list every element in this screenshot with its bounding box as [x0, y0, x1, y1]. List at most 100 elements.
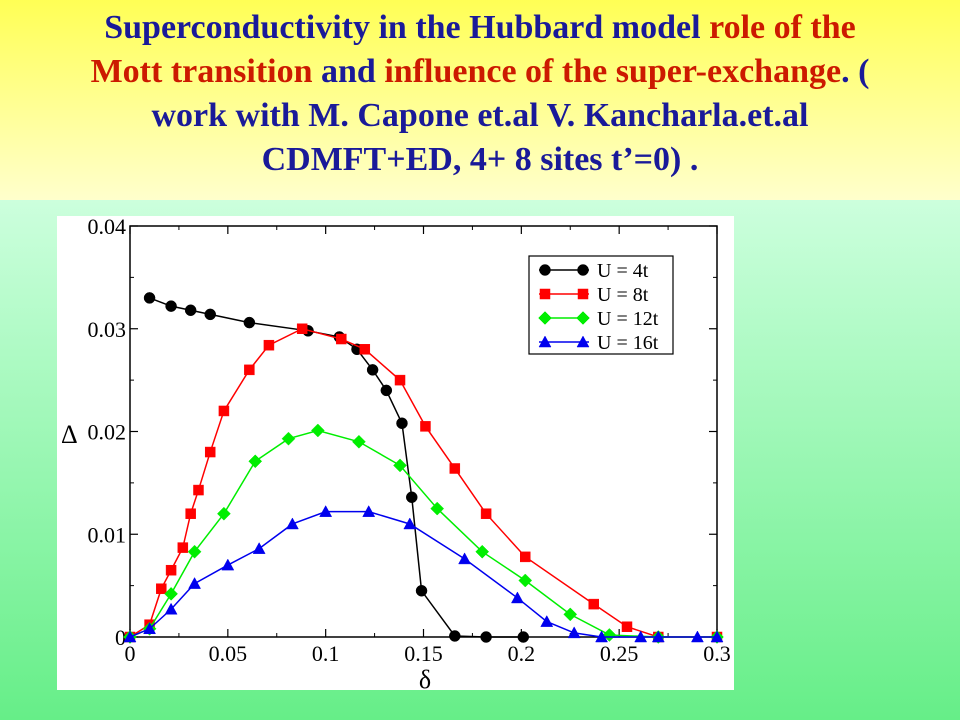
title-segment: . (: [841, 53, 870, 90]
series-layer: [123, 292, 724, 644]
x-tick-label: 0.15: [404, 641, 443, 666]
data-point: [595, 630, 608, 643]
data-point: [540, 615, 554, 627]
data-point: [563, 607, 578, 622]
legend-label: U = 8t: [597, 284, 649, 306]
y-axis-label: Δ: [61, 420, 78, 449]
plot-panel: 0 0.05 0.1 0.15 0.2 0.25 0.3 0 0.01 0.02 0.03 0.04…: [57, 216, 734, 690]
legend-entry: U = 16t: [538, 332, 659, 354]
y-tick-label: 0: [115, 625, 126, 650]
data-point: [143, 622, 156, 635]
data-point: [394, 374, 406, 386]
x-tick-label: 0.2: [508, 641, 536, 666]
slide-title: Superconductivity in the Hubbard model r…: [10, 6, 950, 182]
data-point: [204, 446, 216, 458]
title-segment: CDMFT+ED, 4+ 8 sites t’=0) .: [261, 141, 699, 178]
x-tick-label: 0.3: [703, 641, 731, 666]
data-point: [403, 517, 417, 530]
series-line: [129, 429, 717, 638]
data-point: [352, 434, 366, 449]
legend-marker: [576, 335, 590, 348]
data-point: [285, 517, 299, 530]
title-segment: influence of the super-exchange: [384, 53, 842, 90]
legend-label: U = 12t: [597, 308, 659, 330]
data-point: [165, 300, 177, 312]
data-point: [336, 333, 347, 345]
data-point: [185, 508, 196, 519]
data-point: [263, 339, 275, 351]
x-tick-label: 0.25: [600, 641, 639, 666]
legend-entry: U = 8t: [539, 284, 649, 306]
data-point: [366, 364, 379, 376]
legend-entry: U = 12t: [538, 308, 659, 330]
legend-entry: U = 4t: [539, 260, 649, 282]
data-point: [449, 463, 461, 474]
legend-marker: [539, 264, 551, 276]
data-point: [193, 484, 204, 496]
data-point: [710, 630, 724, 643]
title-segment: Mott transition: [90, 53, 321, 90]
data-point: [252, 542, 266, 554]
x-tick-labels: 0 0.05 0.1 0.15 0.2 0.25 0.3: [125, 641, 731, 666]
data-point: [310, 423, 325, 438]
data-point: [518, 573, 533, 588]
data-point: [480, 631, 492, 643]
x-axis-label: δ: [419, 665, 431, 690]
data-point: [420, 421, 431, 432]
data-point: [164, 602, 178, 615]
data-point: [123, 630, 137, 643]
data-point: [204, 308, 216, 321]
data-point: [602, 628, 617, 642]
y-tick-label: 0.03: [88, 317, 127, 342]
data-point: [449, 630, 461, 642]
chart: 0 0.05 0.1 0.15 0.2 0.25 0.3 0 0.01 0.02 0.03 0.04…: [61, 216, 731, 690]
data-point: [691, 630, 704, 643]
legend-box: [528, 255, 674, 355]
data-point: [621, 621, 633, 632]
legend-marker: [538, 335, 552, 348]
data-point: [517, 631, 530, 643]
data-point: [244, 364, 255, 376]
y-tick-label: 0.01: [88, 522, 127, 547]
data-point: [188, 577, 201, 589]
data-point: [165, 564, 177, 576]
data-point: [296, 323, 308, 334]
data-point: [319, 505, 333, 517]
legend-label: U = 4t: [597, 260, 649, 282]
data-point: [519, 551, 531, 563]
x-tick-label: 0.05: [209, 641, 248, 666]
data-point: [396, 417, 408, 430]
series-1: [143, 292, 530, 643]
y-tick-label: 0.04: [88, 216, 127, 239]
data-point: [281, 431, 296, 446]
x-tick-label: 0.1: [312, 641, 340, 666]
data-point: [143, 292, 156, 304]
data-point: [359, 344, 371, 355]
data-point: [651, 630, 665, 643]
data-point: [480, 508, 492, 519]
data-point: [177, 542, 189, 553]
data-point: [164, 586, 178, 601]
data-point: [634, 630, 648, 643]
data-point: [393, 458, 407, 473]
series-line: [149, 297, 524, 638]
y-tick-labels: 0 0.01 0.02 0.03 0.04: [88, 216, 127, 650]
data-point: [218, 405, 230, 417]
data-point: [243, 316, 256, 329]
tick-marks: [129, 225, 718, 638]
legend-label: U = 16t: [597, 332, 659, 354]
x-tick-label: 0: [125, 641, 136, 666]
data-point: [458, 552, 472, 565]
data-point: [221, 558, 235, 571]
data-point: [380, 384, 393, 397]
title-segment: and: [321, 53, 385, 90]
data-point: [217, 506, 231, 521]
series-4: [123, 505, 724, 643]
legend-marker: [576, 311, 590, 325]
data-point: [156, 583, 167, 594]
data-point: [475, 544, 490, 559]
title-segment: work with M. Capone et.al V. Kancharla.e…: [151, 97, 809, 134]
data-point: [184, 304, 197, 317]
data-point: [187, 544, 202, 559]
